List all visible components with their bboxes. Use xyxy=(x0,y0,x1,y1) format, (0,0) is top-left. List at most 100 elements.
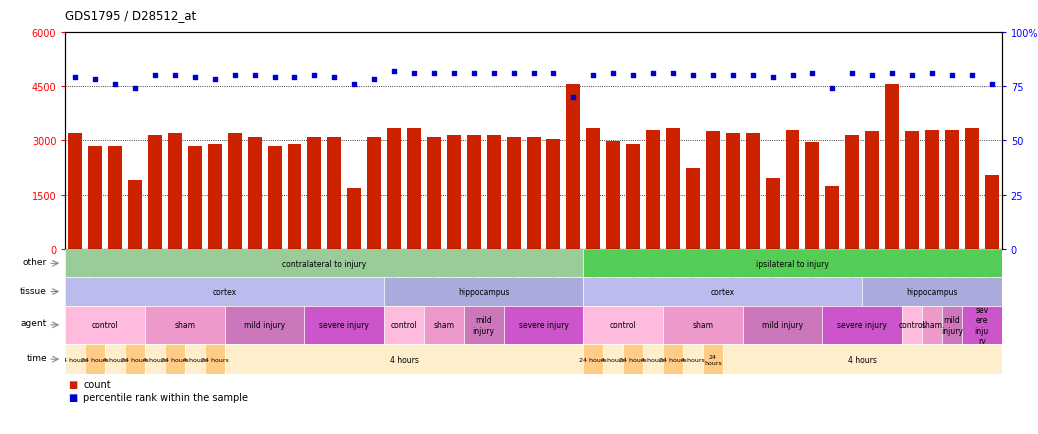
Bar xyxy=(227,134,242,250)
Bar xyxy=(467,135,481,250)
Text: severe injury: severe injury xyxy=(320,321,370,329)
Point xyxy=(326,75,343,82)
Text: sham: sham xyxy=(174,321,195,329)
Bar xyxy=(985,175,999,250)
Bar xyxy=(105,344,126,375)
Point xyxy=(764,75,781,82)
Point xyxy=(87,77,104,84)
Point xyxy=(983,81,1000,88)
Bar xyxy=(145,344,165,375)
Text: cortex: cortex xyxy=(711,287,735,296)
Point xyxy=(306,72,323,79)
Bar xyxy=(464,306,503,344)
Bar xyxy=(745,134,760,250)
Bar xyxy=(885,85,899,250)
Point xyxy=(246,72,263,79)
Point xyxy=(545,70,562,77)
Bar xyxy=(384,278,583,306)
Bar xyxy=(65,306,145,344)
Text: 24 hours: 24 hours xyxy=(161,357,189,362)
Text: sham: sham xyxy=(692,321,713,329)
Point xyxy=(804,70,821,77)
Point xyxy=(924,70,940,77)
Bar xyxy=(822,306,902,344)
Bar xyxy=(225,306,304,344)
Text: GDS1795 / D28512_at: GDS1795 / D28512_at xyxy=(65,9,196,22)
Bar xyxy=(902,306,922,344)
Point xyxy=(127,85,143,92)
Bar xyxy=(863,278,1002,306)
Bar xyxy=(65,344,85,375)
Bar xyxy=(225,344,583,375)
Point xyxy=(107,81,124,88)
Bar xyxy=(945,130,959,250)
Bar xyxy=(722,344,1002,375)
Bar xyxy=(583,278,863,306)
Bar xyxy=(567,85,580,250)
Bar xyxy=(663,344,683,375)
Bar xyxy=(666,128,680,250)
Text: severe injury: severe injury xyxy=(519,321,569,329)
Point xyxy=(963,72,980,79)
Bar xyxy=(766,179,780,250)
Bar xyxy=(168,134,182,250)
Bar xyxy=(304,306,384,344)
Point xyxy=(465,70,482,77)
Bar xyxy=(925,130,939,250)
Bar xyxy=(805,143,819,250)
Text: 24 hours: 24 hours xyxy=(201,357,228,362)
Point xyxy=(605,70,622,77)
Bar xyxy=(65,250,583,278)
Point xyxy=(506,70,522,77)
Text: 4 hours: 4 hours xyxy=(104,357,127,362)
Text: 4 hours: 4 hours xyxy=(389,355,418,364)
Bar xyxy=(69,134,82,250)
Bar xyxy=(703,344,722,375)
Text: 4 hours: 4 hours xyxy=(641,357,665,362)
Bar xyxy=(85,344,105,375)
Point xyxy=(346,81,362,88)
Point xyxy=(585,72,602,79)
Bar xyxy=(165,344,185,375)
Bar xyxy=(407,128,421,250)
Point xyxy=(784,72,800,79)
Text: mild
injury: mild injury xyxy=(472,316,495,335)
Point xyxy=(207,77,223,84)
Bar xyxy=(623,344,644,375)
Text: ■: ■ xyxy=(69,379,78,389)
Bar xyxy=(663,306,743,344)
Text: control: control xyxy=(899,321,926,329)
Bar xyxy=(447,135,461,250)
Bar xyxy=(964,128,979,250)
Bar xyxy=(866,132,879,250)
Point xyxy=(386,68,403,75)
Bar xyxy=(126,344,145,375)
Bar xyxy=(148,135,162,250)
Text: percentile rank within the sample: percentile rank within the sample xyxy=(83,392,248,402)
Text: sham: sham xyxy=(434,321,455,329)
Text: 4 hours: 4 hours xyxy=(143,357,167,362)
Bar xyxy=(786,130,799,250)
Point xyxy=(365,77,382,84)
Point xyxy=(267,75,283,82)
Bar xyxy=(348,188,361,250)
Bar xyxy=(825,186,840,250)
Bar xyxy=(606,142,620,250)
Text: severe injury: severe injury xyxy=(838,321,887,329)
Point xyxy=(883,70,900,77)
Bar xyxy=(626,145,640,250)
Bar xyxy=(268,147,281,250)
Point xyxy=(904,72,921,79)
Bar xyxy=(941,306,962,344)
Bar xyxy=(128,181,142,250)
Bar xyxy=(583,250,1002,278)
Text: hippocampus: hippocampus xyxy=(458,287,510,296)
Bar xyxy=(586,128,600,250)
Point xyxy=(565,94,581,101)
Bar xyxy=(583,306,663,344)
Text: 24 hours: 24 hours xyxy=(659,357,687,362)
Bar xyxy=(307,138,322,250)
Text: 4 hours: 4 hours xyxy=(183,357,207,362)
Bar xyxy=(327,138,342,250)
Point xyxy=(187,75,203,82)
